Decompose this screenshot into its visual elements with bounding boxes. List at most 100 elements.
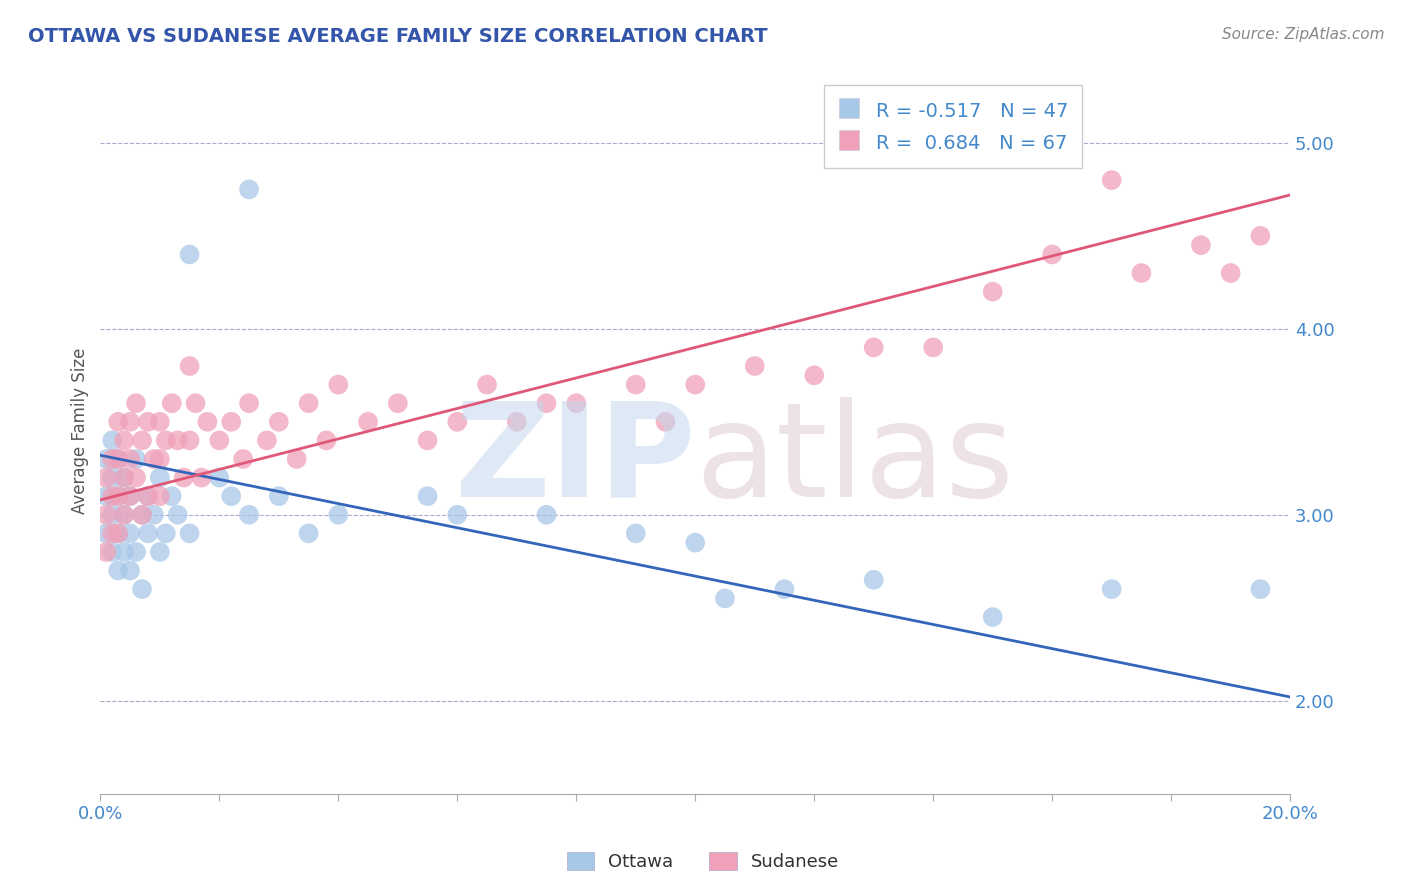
Point xyxy=(219,489,242,503)
Point xyxy=(107,564,129,578)
Point xyxy=(981,610,1004,624)
Point xyxy=(107,526,129,541)
Point xyxy=(107,489,129,503)
Point xyxy=(96,452,118,467)
Point xyxy=(285,452,308,467)
Text: ZIP: ZIP xyxy=(454,397,695,524)
Point xyxy=(773,582,796,596)
Point xyxy=(1189,238,1212,252)
Point xyxy=(238,396,260,410)
Point xyxy=(149,415,172,429)
Point xyxy=(155,526,177,541)
Point xyxy=(1249,228,1271,243)
Text: atlas: atlas xyxy=(695,397,1014,524)
Point xyxy=(922,340,945,354)
Legend: Ottawa, Sudanese: Ottawa, Sudanese xyxy=(560,845,846,879)
Point xyxy=(136,415,159,429)
Point xyxy=(101,434,124,448)
Point xyxy=(387,396,409,410)
Point xyxy=(256,434,278,448)
Point xyxy=(565,396,588,410)
Point xyxy=(107,415,129,429)
Point xyxy=(714,591,737,606)
Point xyxy=(416,489,439,503)
Point xyxy=(328,377,350,392)
Point xyxy=(101,508,124,522)
Point xyxy=(160,489,183,503)
Point xyxy=(155,434,177,448)
Point xyxy=(179,359,201,373)
Point xyxy=(96,470,118,484)
Point xyxy=(173,470,195,484)
Point xyxy=(112,508,135,522)
Point xyxy=(125,545,148,559)
Point xyxy=(149,489,172,503)
Point xyxy=(136,489,159,503)
Point xyxy=(803,368,825,383)
Point xyxy=(328,508,350,522)
Point xyxy=(101,470,124,484)
Point xyxy=(624,526,647,541)
Point xyxy=(149,470,172,484)
Point xyxy=(120,564,142,578)
Point xyxy=(315,434,337,448)
Point xyxy=(179,434,201,448)
Point xyxy=(267,489,290,503)
Point xyxy=(101,545,124,559)
Point xyxy=(101,489,124,503)
Point xyxy=(107,526,129,541)
Point xyxy=(96,545,118,559)
Point xyxy=(125,470,148,484)
Point xyxy=(297,396,319,410)
Point xyxy=(131,508,153,522)
Point xyxy=(142,508,165,522)
Point xyxy=(446,415,468,429)
Point xyxy=(297,526,319,541)
Point xyxy=(981,285,1004,299)
Point xyxy=(1130,266,1153,280)
Legend: R = -0.517   N = 47, R =  0.684   N = 67: R = -0.517 N = 47, R = 0.684 N = 67 xyxy=(824,86,1083,168)
Point xyxy=(208,434,231,448)
Point xyxy=(125,452,148,467)
Point xyxy=(1101,173,1123,187)
Point xyxy=(624,377,647,392)
Point xyxy=(238,508,260,522)
Point xyxy=(179,247,201,261)
Point xyxy=(1249,582,1271,596)
Point xyxy=(862,573,884,587)
Point xyxy=(446,508,468,522)
Point xyxy=(1101,582,1123,596)
Point xyxy=(190,470,212,484)
Point xyxy=(107,452,129,467)
Point xyxy=(208,470,231,484)
Point xyxy=(536,508,558,522)
Point xyxy=(120,526,142,541)
Y-axis label: Average Family Size: Average Family Size xyxy=(72,348,89,515)
Point xyxy=(112,508,135,522)
Point xyxy=(160,396,183,410)
Point xyxy=(232,452,254,467)
Point xyxy=(475,377,498,392)
Point xyxy=(149,545,172,559)
Point xyxy=(131,434,153,448)
Point xyxy=(107,489,129,503)
Point xyxy=(142,452,165,467)
Point xyxy=(416,434,439,448)
Point xyxy=(1219,266,1241,280)
Point xyxy=(120,415,142,429)
Point xyxy=(131,582,153,596)
Point xyxy=(744,359,766,373)
Point xyxy=(101,526,124,541)
Point xyxy=(654,415,676,429)
Point xyxy=(862,340,884,354)
Point xyxy=(166,508,188,522)
Point xyxy=(112,434,135,448)
Point xyxy=(149,452,172,467)
Point xyxy=(96,508,118,522)
Point xyxy=(683,377,706,392)
Point xyxy=(166,434,188,448)
Point xyxy=(536,396,558,410)
Point xyxy=(184,396,207,410)
Point xyxy=(136,489,159,503)
Text: Source: ZipAtlas.com: Source: ZipAtlas.com xyxy=(1222,27,1385,42)
